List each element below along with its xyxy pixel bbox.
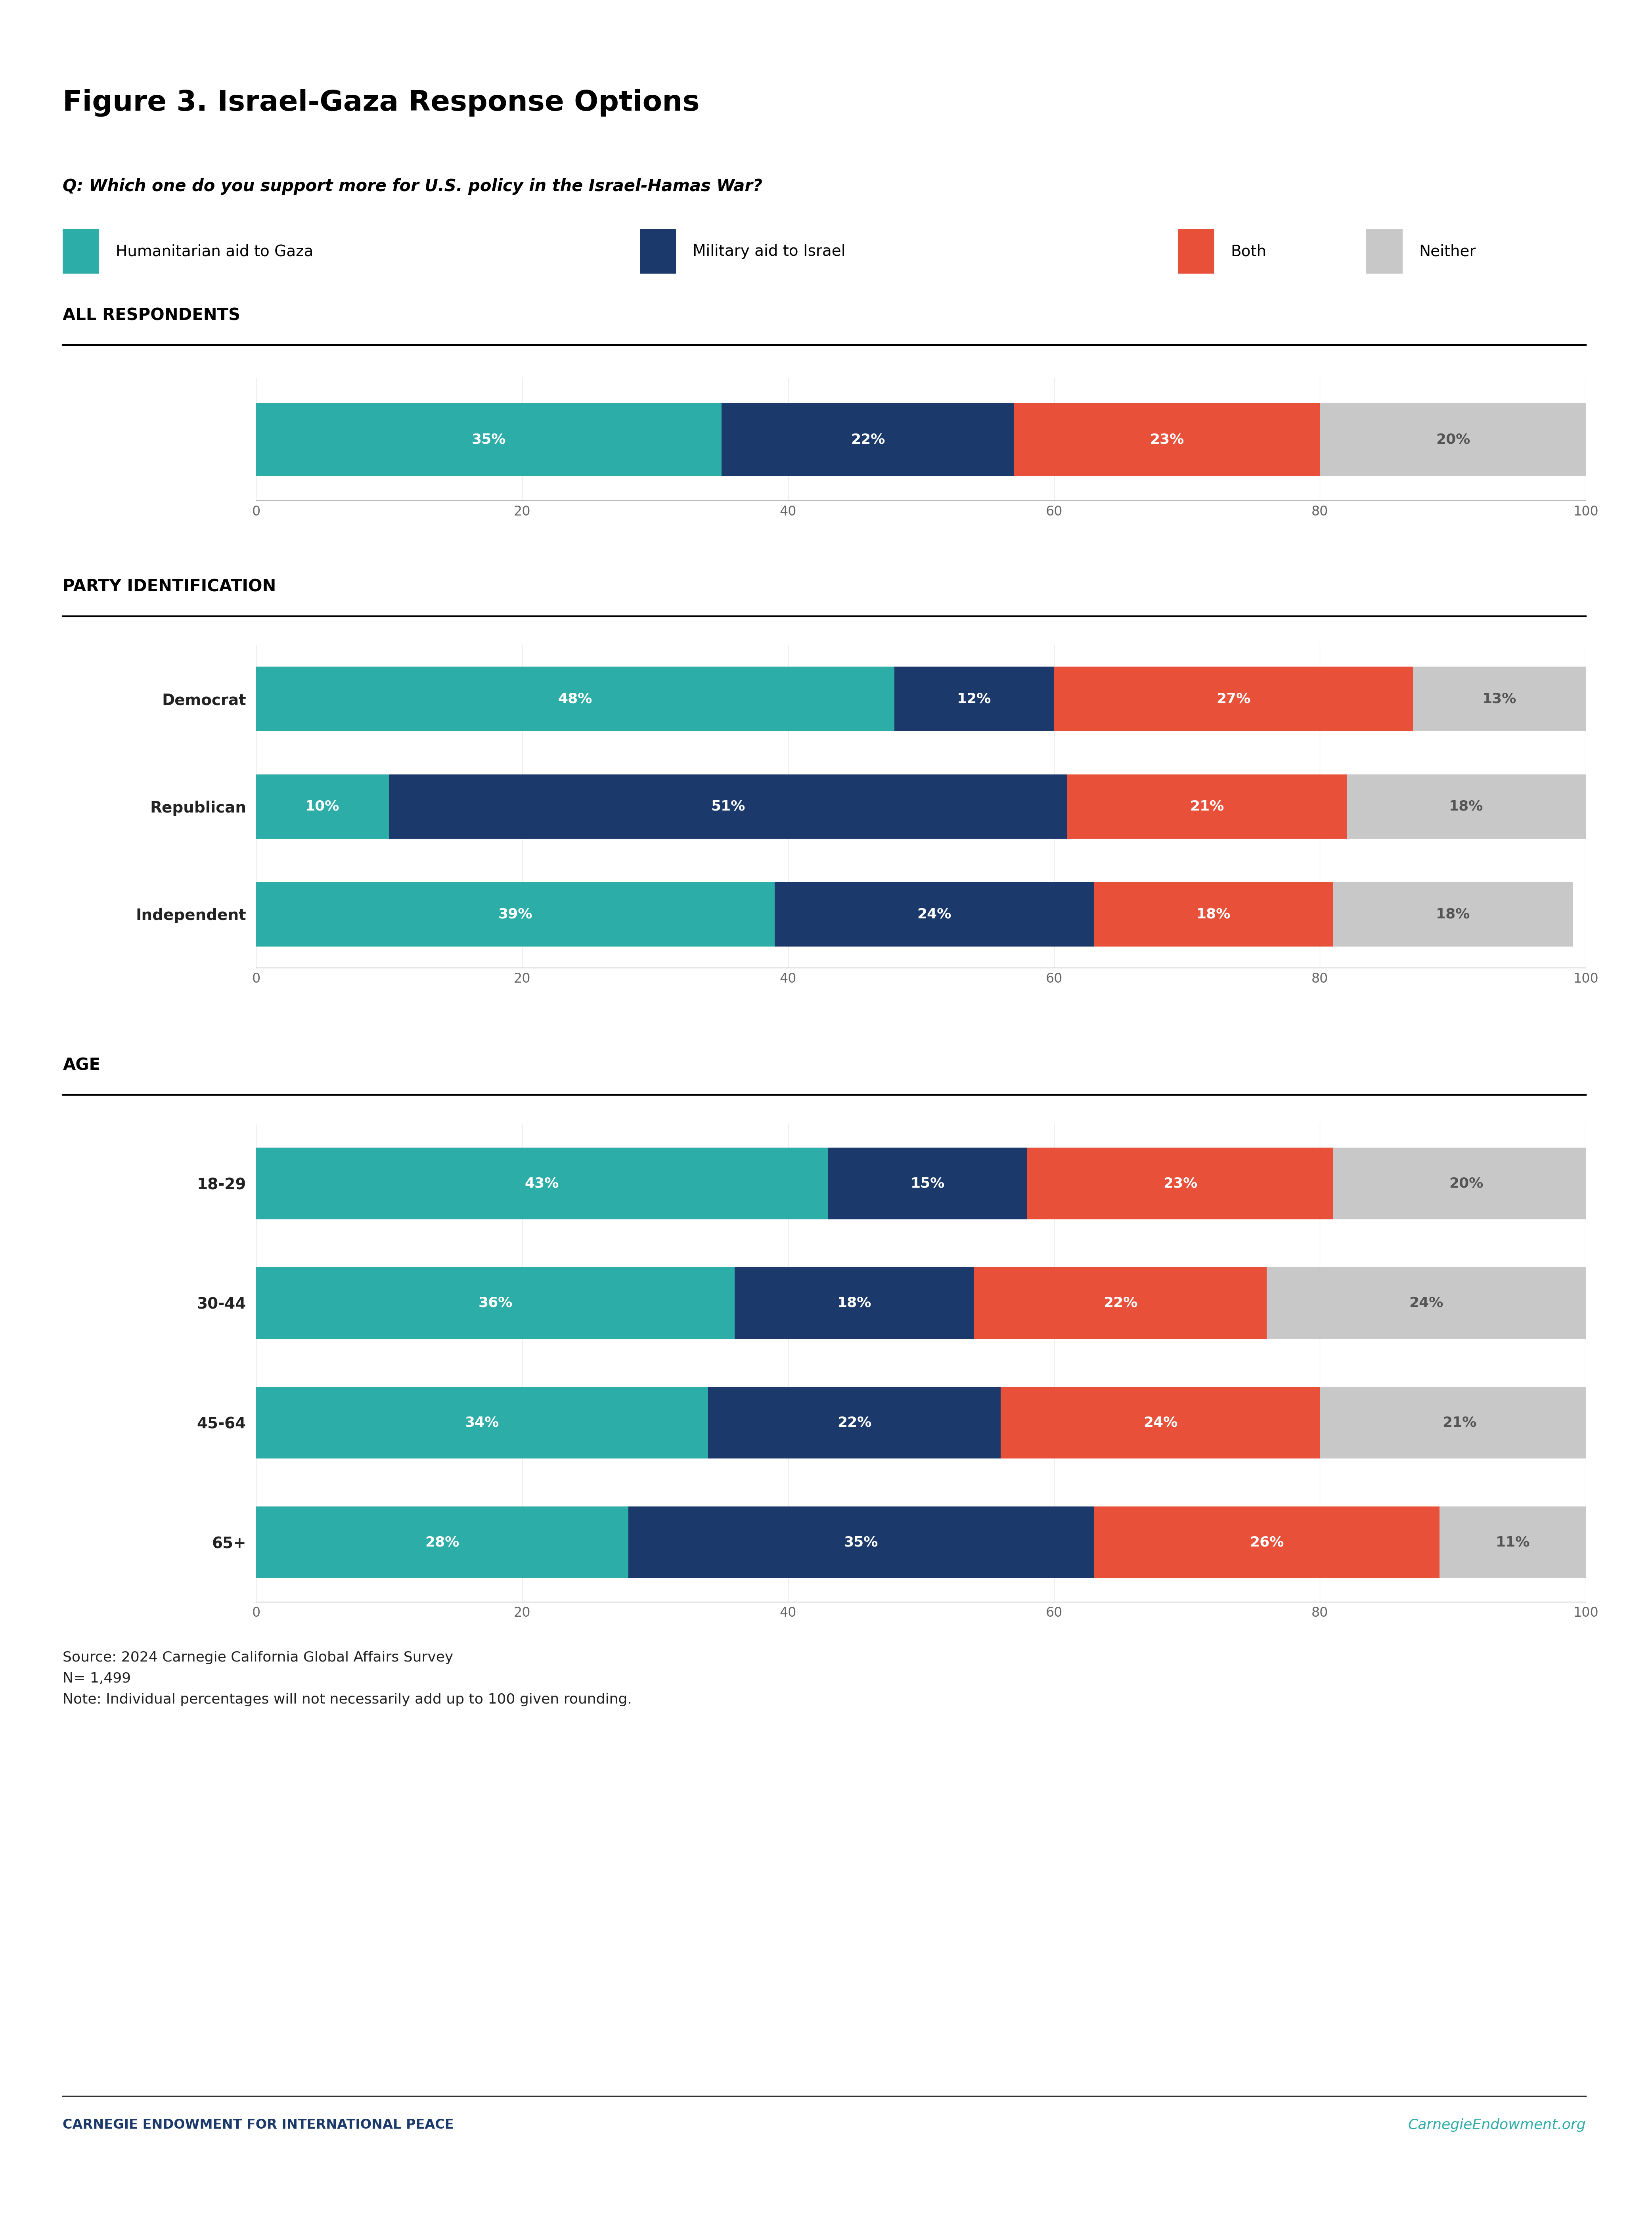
Text: 22%: 22% <box>1104 1297 1138 1311</box>
Text: 22%: 22% <box>851 432 885 447</box>
Text: 48%: 48% <box>558 692 593 705</box>
Text: 34%: 34% <box>464 1415 499 1428</box>
Text: 18%: 18% <box>1196 908 1231 921</box>
Bar <box>256 1268 735 1339</box>
Text: 35%: 35% <box>844 1535 879 1549</box>
Text: Both: Both <box>1231 245 1267 258</box>
Bar <box>1346 774 1586 839</box>
Text: 22%: 22% <box>838 1415 872 1428</box>
Bar <box>975 1268 1267 1339</box>
Bar <box>1320 403 1586 476</box>
Text: 39%: 39% <box>499 908 532 921</box>
Text: 12%: 12% <box>957 692 991 705</box>
Text: 28%: 28% <box>425 1535 459 1549</box>
Bar <box>1333 1148 1599 1219</box>
Bar <box>390 774 1067 839</box>
Text: Humanitarian aid to Gaza: Humanitarian aid to Gaza <box>116 245 314 258</box>
Bar <box>828 1148 1028 1219</box>
Text: 21%: 21% <box>1442 1415 1477 1428</box>
Bar <box>1067 774 1346 839</box>
Text: 51%: 51% <box>710 799 745 814</box>
Bar <box>1014 403 1320 476</box>
Text: 43%: 43% <box>525 1177 558 1190</box>
Bar <box>256 1506 628 1578</box>
Text: 20%: 20% <box>1449 1177 1483 1190</box>
Text: Neither: Neither <box>1419 245 1475 258</box>
Text: 13%: 13% <box>1482 692 1517 705</box>
Text: 24%: 24% <box>1409 1297 1444 1311</box>
Bar <box>256 774 390 839</box>
Text: 24%: 24% <box>1143 1415 1178 1428</box>
Bar <box>1333 881 1573 946</box>
Text: 27%: 27% <box>1216 692 1251 705</box>
Bar <box>1320 1386 1599 1460</box>
Text: 18%: 18% <box>1449 799 1483 814</box>
Text: Figure 3. Israel-Gaza Response Options: Figure 3. Israel-Gaza Response Options <box>63 89 700 116</box>
Bar <box>775 881 1094 946</box>
Text: 26%: 26% <box>1249 1535 1284 1549</box>
Bar <box>1028 1148 1333 1219</box>
Text: AGE: AGE <box>63 1057 101 1072</box>
Bar <box>256 1148 828 1219</box>
Text: 20%: 20% <box>1436 432 1470 447</box>
Text: 24%: 24% <box>917 908 952 921</box>
Text: PARTY IDENTIFICATION: PARTY IDENTIFICATION <box>63 579 276 594</box>
Bar <box>1267 1268 1586 1339</box>
Bar <box>256 403 722 476</box>
Text: 21%: 21% <box>1189 799 1224 814</box>
Text: 35%: 35% <box>472 432 506 447</box>
Bar <box>1001 1386 1320 1460</box>
Text: Military aid to Israel: Military aid to Israel <box>692 245 846 258</box>
Bar <box>894 668 1054 732</box>
Text: CARNEGIE ENDOWMENT FOR INTERNATIONAL PEACE: CARNEGIE ENDOWMENT FOR INTERNATIONAL PEA… <box>63 2118 454 2132</box>
Bar <box>735 1268 975 1339</box>
Text: 10%: 10% <box>306 799 340 814</box>
Bar <box>1094 881 1333 946</box>
Bar <box>256 1386 709 1460</box>
Bar <box>722 403 1014 476</box>
Text: Source: 2024 Carnegie California Global Affairs Survey
N= 1,499
Note: Individual: Source: 2024 Carnegie California Global … <box>63 1651 633 1707</box>
Text: ALL RESPONDENTS: ALL RESPONDENTS <box>63 307 241 323</box>
Text: 18%: 18% <box>838 1297 872 1311</box>
Bar <box>1054 668 1412 732</box>
Text: 11%: 11% <box>1495 1535 1530 1549</box>
Bar <box>1439 1506 1586 1578</box>
Bar <box>628 1506 1094 1578</box>
Text: Q: Which one do you support more for U.S. policy in the Israel-Hamas War?: Q: Which one do you support more for U.S… <box>63 178 763 194</box>
Text: 18%: 18% <box>1436 908 1470 921</box>
Bar <box>256 668 894 732</box>
Bar <box>1094 1506 1439 1578</box>
Bar <box>256 881 775 946</box>
Text: 23%: 23% <box>1163 1177 1198 1190</box>
Text: 36%: 36% <box>479 1297 512 1311</box>
Text: 23%: 23% <box>1150 432 1184 447</box>
Bar <box>1412 668 1586 732</box>
Bar <box>709 1386 1001 1460</box>
Text: 15%: 15% <box>910 1177 945 1190</box>
Text: CarnegieEndowment.org: CarnegieEndowment.org <box>1408 2118 1586 2132</box>
